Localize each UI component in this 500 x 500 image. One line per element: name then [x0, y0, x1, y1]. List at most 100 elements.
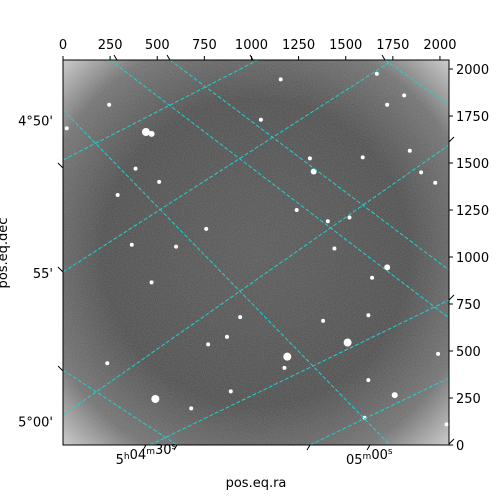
y-axis-title: pos.eq.dec — [0, 218, 11, 289]
star — [105, 361, 110, 366]
right-tick-label: 1750 — [456, 110, 489, 125]
star — [283, 352, 292, 361]
star — [148, 130, 155, 137]
star — [374, 71, 379, 76]
top-tick-label: 1000 — [235, 38, 268, 53]
star — [238, 315, 243, 320]
star — [206, 342, 211, 347]
star — [204, 226, 209, 231]
star — [64, 126, 69, 131]
grid-line — [63, 144, 449, 416]
star — [366, 378, 371, 383]
world-tick — [57, 162, 64, 169]
world-tick — [366, 444, 371, 451]
star — [419, 170, 424, 175]
world-tick — [448, 294, 455, 301]
world-tick — [142, 444, 147, 451]
star — [444, 422, 449, 427]
star — [391, 392, 398, 399]
dec-tick-label: 55' — [33, 267, 53, 282]
star — [325, 219, 330, 224]
right-tick-label: 250 — [456, 392, 481, 407]
star — [307, 156, 312, 161]
star — [384, 264, 391, 271]
top-tick-label: 2000 — [423, 38, 456, 53]
top-tick-label: 250 — [98, 38, 123, 53]
star — [347, 215, 352, 220]
star — [321, 318, 326, 323]
star — [385, 102, 390, 107]
grid-line — [63, 369, 178, 445]
right-tick-label: 500 — [456, 345, 481, 360]
star — [258, 117, 263, 122]
world-tick — [173, 444, 178, 451]
star — [174, 244, 179, 249]
right-tick-label: 1500 — [456, 157, 489, 172]
image-layer — [63, 60, 449, 445]
right-tick-label: 0 — [456, 439, 464, 454]
ra-tick-label: 05m00s — [346, 447, 393, 468]
top-tick-label: 500 — [145, 38, 170, 53]
star — [228, 389, 233, 394]
right-tick-label: 750 — [456, 298, 481, 313]
star — [149, 280, 154, 285]
star — [360, 155, 365, 160]
star — [129, 242, 134, 247]
star — [332, 246, 337, 251]
grid-line — [309, 377, 449, 445]
dec-tick-label: 4°50' — [18, 115, 53, 130]
right-tick-label: 1000 — [456, 251, 489, 266]
grid-line — [63, 60, 394, 273]
world-tick — [381, 54, 386, 61]
star — [189, 406, 194, 411]
dec-tick-label: 5°00' — [18, 416, 53, 431]
star — [294, 208, 299, 213]
right-pixel-axis: 0 250 500 750 1000 1250 1500 1750 2000 — [449, 63, 489, 454]
sky-noise — [63, 60, 449, 445]
star — [433, 180, 438, 185]
top-tick-label: 0 — [59, 38, 67, 53]
star — [151, 394, 160, 403]
star — [115, 192, 120, 197]
coordinate-grid — [63, 60, 449, 445]
grid-line — [109, 60, 449, 319]
star — [436, 351, 441, 356]
star — [310, 168, 317, 175]
right-tick-label: 1250 — [456, 204, 489, 219]
star — [278, 77, 283, 82]
world-tick — [57, 266, 64, 273]
ra-tick-label: 5h04m30s — [116, 442, 177, 468]
top-tick-label: 1500 — [329, 38, 362, 53]
grid-line — [63, 109, 391, 445]
grid-line — [63, 60, 259, 161]
world-tick — [113, 54, 118, 61]
star — [407, 148, 412, 153]
star — [343, 338, 352, 347]
star — [282, 365, 287, 370]
star — [370, 275, 375, 280]
star — [224, 334, 229, 339]
star — [157, 179, 162, 184]
grid-line — [149, 299, 449, 445]
world-tick — [166, 54, 171, 61]
world-tick — [448, 438, 455, 445]
x-axis-title: pos.eq.ra — [226, 476, 287, 491]
star — [107, 102, 112, 107]
world-tick — [249, 54, 254, 61]
star — [133, 166, 138, 171]
grid-line — [384, 60, 449, 106]
star — [402, 93, 407, 98]
world-tick — [448, 136, 455, 143]
star — [366, 313, 371, 318]
axes-frame — [62, 59, 450, 446]
star — [141, 127, 150, 136]
right-tick-label: 2000 — [456, 63, 489, 78]
world-axes: 5h04m30s 05m00s 4°50' 55' 5°00' — [18, 54, 455, 468]
world-tick — [306, 444, 311, 451]
top-tick-label: 750 — [192, 38, 217, 53]
top-tick-label: 1250 — [282, 38, 315, 53]
top-pixel-axis: 0 250 500 750 1000 1250 1500 1750 2000 — [59, 38, 457, 60]
top-tick-label: 1750 — [376, 38, 409, 53]
world-tick — [57, 365, 64, 372]
